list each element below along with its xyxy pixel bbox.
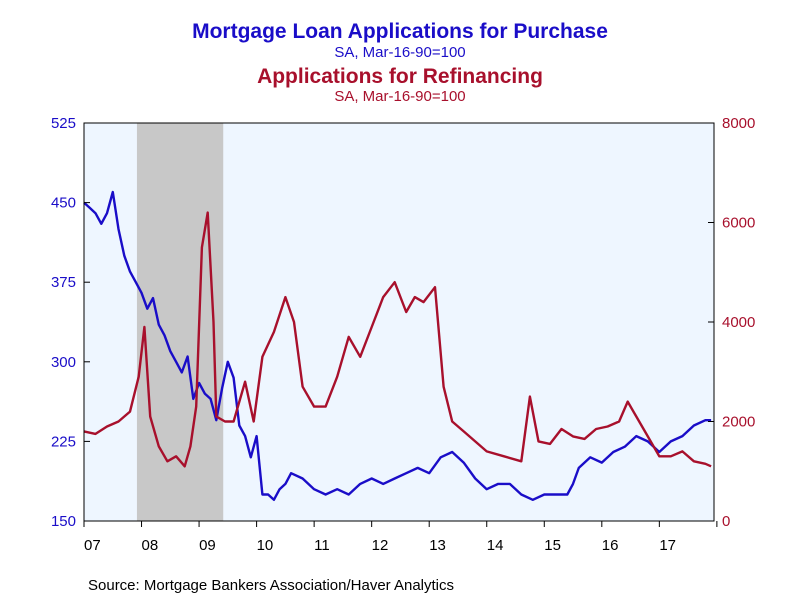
right-axis-tick-label: 6000 (722, 215, 755, 232)
x-axis-tick-label: 11 (314, 537, 330, 554)
x-axis-tick-label: 07 (84, 537, 101, 554)
left-axis-tick-label: 300 (51, 354, 76, 371)
recession-shade (136, 123, 224, 521)
x-axis-tick-label: 17 (659, 537, 676, 554)
purchase-title: Mortgage Loan Applications for Purchase (192, 20, 608, 43)
right-axis-tick-label: 4000 (722, 314, 755, 331)
x-axis-tick-label: 09 (199, 537, 216, 554)
x-axis-tick-label: 14 (487, 537, 504, 554)
right-axis-tick-label: 2000 (722, 414, 755, 431)
x-axis-tick-label: 15 (544, 537, 561, 554)
source-note: Source: Mortgage Bankers Association/Hav… (88, 577, 455, 594)
left-axis-tick-label: 225 (51, 433, 76, 450)
x-axis-tick-label: 12 (372, 537, 389, 554)
left-axis-tick-label: 450 (51, 195, 76, 212)
x-axis-tick-label: 16 (602, 537, 619, 554)
refinancing-series-line (83, 211, 712, 468)
x-axis-tick-label: 10 (257, 537, 274, 554)
x-axis-tick-label: 13 (429, 537, 446, 554)
purchase-subtitle: SA, Mar-16-90=100 (334, 44, 466, 61)
purchase-series-line (83, 190, 712, 501)
right-axis-tick-label: 0 (722, 513, 730, 530)
left-axis-tick-label: 150 (51, 513, 76, 530)
x-axis-tick-label: 08 (142, 537, 159, 554)
refi-title: Applications for Refinancing (257, 65, 543, 88)
plot-border (83, 122, 715, 522)
right-axis-tick-label: 8000 (722, 115, 755, 132)
left-axis-tick-label: 375 (51, 274, 76, 291)
refi-subtitle: SA, Mar-16-90=100 (334, 88, 466, 105)
left-axis-tick-label: 525 (51, 115, 76, 132)
